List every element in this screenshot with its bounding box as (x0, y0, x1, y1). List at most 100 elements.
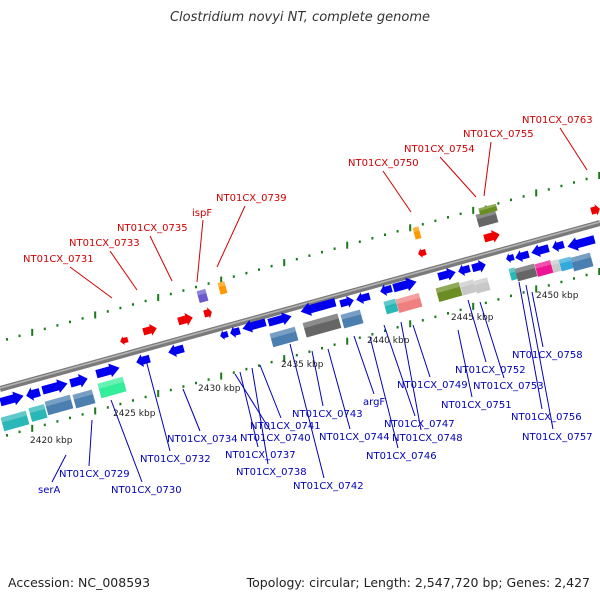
gene-label[interactable]: NT01CX_0747 (384, 419, 455, 430)
gene-label[interactable]: NT01CX_0763 (522, 115, 593, 126)
gene-arrow (552, 240, 565, 252)
gene-arrow (483, 230, 500, 243)
tick-minor (547, 188, 550, 191)
gene-label[interactable]: NT01CX_0743 (292, 409, 363, 420)
gene-label[interactable]: NT01CX_0748 (392, 433, 463, 444)
gene-feature-box (534, 260, 554, 277)
tick-minor (6, 338, 8, 341)
gene-label[interactable]: NT01CX_0756 (511, 412, 582, 423)
kbp-label: 2435 kbp (281, 360, 324, 370)
tick-minor (585, 177, 588, 181)
gene-arrow (515, 250, 530, 262)
leader-line (483, 141, 492, 197)
gene-feature-box (508, 267, 518, 281)
gene-label[interactable]: NT01CX_0739 (216, 193, 287, 204)
gene-label[interactable]: argF (363, 397, 385, 408)
kbp-label: 2425 kbp (113, 409, 156, 419)
gene-label[interactable]: NT01CX_0751 (441, 400, 512, 411)
gene-label[interactable]: NT01CX_0757 (522, 432, 593, 443)
tick-minor (144, 395, 147, 399)
tick-major (220, 276, 223, 284)
gene-label[interactable]: NT01CX_0731 (23, 254, 94, 265)
genome-backbone (0, 220, 600, 392)
gene-feature-box (570, 252, 594, 272)
gene-feature-box (395, 293, 423, 313)
gene-label[interactable]: NT01CX_0749 (397, 380, 468, 391)
tick-minor (396, 326, 399, 329)
gene-arrow (26, 387, 41, 401)
leader-line (88, 419, 93, 467)
leader-line (412, 324, 431, 378)
gene-arrow (300, 298, 337, 316)
tick-minor (484, 301, 487, 305)
gene-label[interactable]: NT01CX_0754 (404, 144, 475, 155)
gene-label[interactable]: NT01CX_0733 (69, 238, 140, 249)
tick-minor (182, 385, 185, 388)
tick-minor (18, 430, 21, 434)
leader-line (353, 335, 375, 395)
tick-row-top (6, 171, 600, 341)
gene-feature-box (558, 256, 574, 272)
gene-label[interactable]: NT01CX_0730 (111, 485, 182, 496)
gene-feature-box (28, 404, 48, 422)
tick-major (283, 355, 286, 363)
tick-minor (396, 230, 399, 233)
leader-line (479, 301, 505, 379)
gene-feature-box (340, 309, 364, 329)
gene-feature-box (302, 313, 342, 338)
gene-arrow (531, 244, 550, 258)
tick-minor (295, 257, 298, 261)
leader-line (559, 127, 588, 171)
tick-major (598, 267, 600, 275)
gene-features (0, 203, 600, 432)
gene-label[interactable]: NT01CX_0729 (59, 469, 130, 480)
kbp-label: 2430 kbp (198, 384, 241, 394)
gene-label[interactable]: NT01CX_0735 (117, 223, 188, 234)
gene-label[interactable]: NT01CX_0737 (225, 450, 296, 461)
gene-label[interactable]: NT01CX_0753 (473, 381, 544, 392)
gene-label[interactable]: NT01CX_0734 (167, 434, 238, 445)
gene-label[interactable]: NT01CX_0755 (463, 129, 534, 140)
tick-minor (510, 294, 512, 298)
gene-label[interactable]: NT01CX_0750 (348, 158, 419, 169)
tick-major (535, 285, 538, 293)
tick-minor (371, 332, 374, 336)
tick-minor (106, 406, 109, 409)
gene-arrow (95, 363, 120, 379)
leader-line (525, 284, 554, 430)
tick-minor (434, 315, 437, 319)
gene-feature-box (97, 376, 127, 399)
gene-label[interactable]: NT01CX_0758 (512, 350, 583, 361)
gene-label[interactable]: ispF (192, 208, 212, 219)
gene-label[interactable]: NT01CX_0752 (455, 365, 526, 376)
gene-label[interactable]: NT01CX_0741 (250, 421, 321, 432)
tick-minor (119, 402, 122, 406)
leader-line (110, 399, 143, 483)
tick-major (535, 189, 538, 197)
tick-minor (547, 284, 550, 287)
tick-minor (43, 423, 46, 427)
tick-minor (81, 413, 84, 416)
gene-label[interactable]: NT01CX_0732 (140, 454, 211, 465)
tick-minor (56, 420, 59, 423)
gene-label[interactable]: NT01CX_0738 (236, 467, 307, 478)
tick-major (472, 206, 475, 214)
gene-arrow (380, 284, 393, 296)
tick-minor (18, 334, 21, 338)
gene-arrow (506, 253, 515, 263)
gene-label[interactable]: NT01CX_0744 (319, 432, 390, 443)
kbp-label: 2445 kbp (451, 313, 494, 323)
gene-label[interactable]: NT01CX_0746 (366, 451, 437, 462)
gene-label[interactable]: serA (38, 485, 60, 496)
gene-label[interactable]: NT01CX_0742 (293, 481, 364, 492)
tick-major (157, 390, 160, 398)
leader-line (239, 371, 259, 448)
gene-label[interactable]: NT01CX_0740 (240, 433, 311, 444)
page-title: Clostridium novyi NT, complete genome (169, 10, 431, 25)
tick-minor (169, 292, 172, 296)
leader-line (182, 388, 201, 432)
gene-feature-box (217, 281, 228, 295)
leader-line (382, 170, 412, 213)
tick-minor (321, 346, 323, 350)
gene-arrow (356, 292, 371, 304)
